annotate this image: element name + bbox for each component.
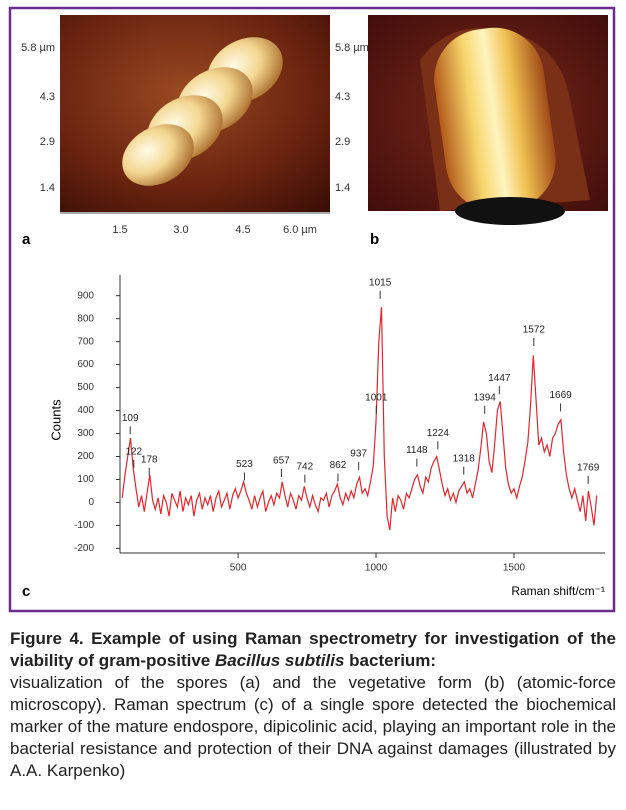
- y-tick-label: 100: [77, 474, 94, 485]
- peak-label: 523: [236, 459, 253, 470]
- y-tick-label: -100: [74, 520, 94, 531]
- x-tick-label: 1500: [503, 563, 526, 574]
- y-tick-label: 400: [77, 405, 94, 416]
- y-tick-label: -200: [74, 543, 94, 554]
- caption-title: Figure 4. Example of using Raman spectro…: [10, 629, 616, 670]
- y-tick-label: 200: [77, 451, 94, 462]
- figure: 5.8 µm 4.3 2.9 1.4 1.5 3.0 4.5 6.0 µm 5.8 µm 4.3 2…: [8, 6, 616, 613]
- panel-letter: c: [22, 583, 30, 600]
- panel-letter: a: [22, 231, 31, 248]
- peak-label: 862: [330, 460, 347, 471]
- caption: Figure 4. Example of using Raman spectro…: [10, 628, 616, 782]
- peak-label: 1224: [427, 428, 450, 439]
- y-tick-label: 800: [77, 313, 94, 324]
- x-tick-label: 3.0: [173, 224, 188, 236]
- caption-text: visualization of the spores (a) and the …: [10, 673, 616, 780]
- peak-label: 109: [122, 413, 139, 424]
- panel-letter: b: [370, 231, 379, 248]
- y-tick-label: 0: [88, 497, 94, 508]
- y-tick-label: 5.8 µm: [335, 42, 369, 54]
- afm-image-a: [60, 15, 330, 212]
- frame: [8, 6, 616, 613]
- y-tick-label: 4.3: [335, 91, 350, 103]
- peak-label: 1572: [523, 325, 546, 336]
- y-tick-label: 5.8 µm: [21, 42, 55, 54]
- y-tick-label: 1.4: [335, 182, 350, 194]
- peak-label: 1669: [549, 390, 572, 401]
- y-tick-label: 500: [77, 382, 94, 393]
- x-tick-label: 4.5: [235, 224, 250, 236]
- caption-title-end: bacterium:: [349, 651, 437, 670]
- peak-label: 1318: [453, 453, 476, 464]
- y-tick-label: 600: [77, 359, 94, 370]
- y-tick-label: 300: [77, 428, 94, 439]
- peak-label: 742: [296, 461, 313, 472]
- peak-label: 122: [125, 446, 142, 457]
- y-tick-label: 700: [77, 336, 94, 347]
- y-axis-label: Counts: [48, 399, 63, 441]
- peak-label: 657: [273, 456, 290, 467]
- y-tick-label: 2.9: [40, 136, 55, 148]
- peak-label: 937: [350, 449, 367, 460]
- x-tick-label: 500: [230, 563, 247, 574]
- caption-species: Bacillus subtilis: [215, 651, 345, 670]
- y-tick-label: 2.9: [335, 136, 350, 148]
- peak-label: 1447: [488, 373, 511, 384]
- x-tick-label: 6.0 µm: [283, 224, 317, 236]
- peak-label: 1001: [365, 392, 388, 403]
- peak-label: 1148: [406, 445, 428, 456]
- x-tick-label: 1.5: [112, 224, 127, 236]
- peak-label: 1769: [577, 462, 600, 473]
- y-tick-label: 1.4: [40, 182, 55, 194]
- y-tick-label: 900: [77, 290, 94, 301]
- x-axis-label: Raman shift/cm⁻¹: [511, 584, 605, 598]
- spectrum-line: [121, 307, 598, 531]
- peak-label: 1015: [369, 278, 392, 289]
- peak-label: 1394: [474, 392, 497, 403]
- x-tick-label: 1000: [365, 563, 388, 574]
- afm-image-b: [368, 15, 608, 225]
- peak-label: 178: [141, 454, 158, 465]
- y-tick-label: 4.3: [40, 91, 55, 103]
